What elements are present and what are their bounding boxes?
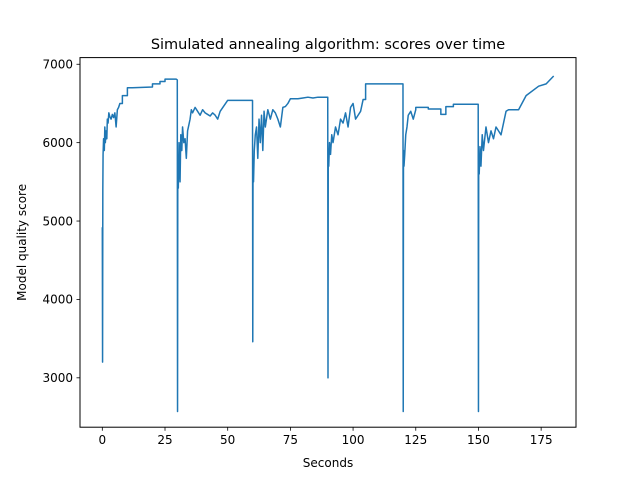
y-tick-label: 5000 bbox=[42, 214, 73, 228]
y-axis: 3000 4000 5000 6000 7000 bbox=[42, 58, 80, 385]
plot-area bbox=[101, 75, 555, 413]
x-axis: 0 25 50 75 100 125 150 175 bbox=[98, 427, 553, 447]
y-axis-label: Model quality score bbox=[15, 184, 29, 301]
x-tick-label: 175 bbox=[530, 433, 553, 447]
x-tick-label: 150 bbox=[467, 433, 490, 447]
y-tick-label: 4000 bbox=[42, 293, 73, 307]
y-tick-label: 6000 bbox=[42, 136, 73, 150]
x-tick-label: 125 bbox=[404, 433, 427, 447]
x-axis-label: Seconds bbox=[303, 456, 353, 470]
y-tick-label: 7000 bbox=[42, 58, 73, 72]
x-tick-label: 25 bbox=[157, 433, 172, 447]
score-line-series bbox=[101, 75, 555, 413]
chart-title: Simulated annealing algorithm: scores ov… bbox=[151, 37, 505, 53]
x-tick-label: 75 bbox=[283, 433, 298, 447]
x-tick-label: 50 bbox=[220, 433, 235, 447]
x-tick-label: 0 bbox=[98, 433, 106, 447]
x-tick-label: 100 bbox=[342, 433, 365, 447]
y-tick-label: 3000 bbox=[42, 371, 73, 385]
axes-frame bbox=[79, 57, 577, 428]
